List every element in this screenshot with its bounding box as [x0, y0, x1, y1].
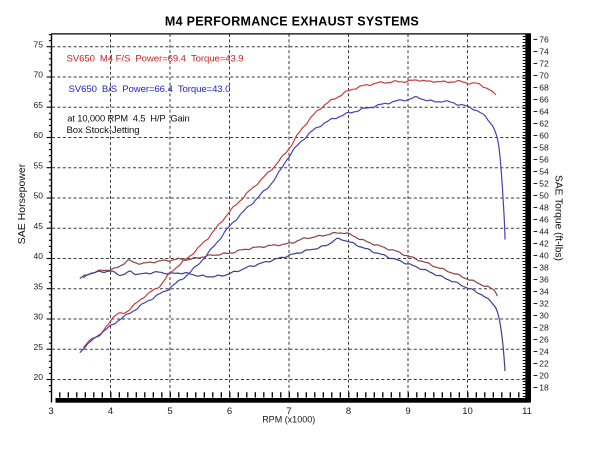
- svg-text:SV650 M4 F/S Power=69.4 Tor: SV650 M4 F/S Power=69.4 Torque=43.9: [67, 53, 244, 64]
- svg-text:3: 3: [48, 406, 53, 417]
- svg-text:28: 28: [539, 323, 549, 333]
- svg-text:at 10,000 RPM 4.5 H/P Gain: at 10,000 RPM 4.5 H/P Gain: [67, 112, 189, 123]
- svg-text:52: 52: [539, 179, 549, 189]
- svg-text:70: 70: [539, 71, 549, 81]
- svg-text:70: 70: [34, 70, 44, 80]
- svg-text:M4 PERFORMANCE EXHAUST SYSTEMS: M4 PERFORMANCE EXHAUST SYSTEMS: [165, 15, 419, 29]
- svg-text:50: 50: [539, 191, 549, 201]
- svg-text:22: 22: [539, 359, 549, 369]
- svg-text:RPM (x1000): RPM (x1000): [262, 415, 315, 425]
- svg-text:SV650 B/S Power=66.4 Torque: SV650 B/S Power=66.4 Torque=43.0: [69, 84, 231, 95]
- svg-text:46: 46: [539, 215, 549, 225]
- svg-text:48: 48: [539, 203, 549, 213]
- svg-text:SAE Horsepower: SAE Horsepower: [16, 163, 28, 244]
- svg-text:SAE Torque (ft-lbs): SAE Torque (ft-lbs): [553, 175, 564, 261]
- svg-text:72: 72: [539, 59, 549, 69]
- svg-text:35: 35: [34, 281, 44, 291]
- svg-text:74: 74: [539, 47, 549, 57]
- svg-text:68: 68: [539, 83, 549, 93]
- svg-text:25: 25: [34, 342, 44, 352]
- svg-text:76: 76: [539, 35, 549, 45]
- svg-text:44: 44: [539, 227, 549, 237]
- svg-text:65: 65: [34, 100, 44, 110]
- svg-text:10: 10: [462, 406, 473, 417]
- svg-text:40: 40: [539, 251, 549, 261]
- svg-text:40: 40: [34, 251, 44, 261]
- svg-text:30: 30: [34, 312, 44, 322]
- svg-text:Box Stock-Jetting: Box Stock-Jetting: [67, 125, 140, 136]
- svg-text:38: 38: [539, 263, 549, 273]
- svg-text:34: 34: [539, 287, 549, 297]
- svg-text:5: 5: [167, 406, 172, 417]
- svg-text:56: 56: [539, 155, 549, 165]
- svg-text:18: 18: [539, 383, 549, 393]
- svg-text:20: 20: [34, 372, 44, 382]
- svg-text:8: 8: [346, 406, 351, 417]
- svg-text:50: 50: [34, 191, 44, 201]
- svg-text:11: 11: [522, 406, 532, 417]
- svg-text:45: 45: [34, 221, 44, 231]
- svg-text:62: 62: [539, 119, 549, 129]
- svg-text:20: 20: [539, 371, 549, 381]
- svg-text:55: 55: [34, 160, 44, 170]
- svg-text:42: 42: [539, 239, 549, 249]
- svg-text:4: 4: [108, 406, 113, 417]
- svg-text:60: 60: [34, 130, 44, 140]
- svg-text:58: 58: [539, 143, 549, 153]
- svg-text:64: 64: [539, 107, 549, 117]
- svg-text:7: 7: [286, 406, 291, 417]
- svg-text:26: 26: [539, 335, 549, 345]
- svg-text:24: 24: [539, 347, 549, 357]
- svg-text:6: 6: [227, 406, 232, 417]
- svg-text:60: 60: [539, 131, 549, 141]
- svg-text:32: 32: [539, 299, 549, 309]
- svg-text:30: 30: [539, 311, 549, 321]
- svg-text:36: 36: [539, 275, 549, 285]
- svg-text:66: 66: [539, 95, 549, 105]
- svg-text:54: 54: [539, 167, 549, 177]
- svg-text:75: 75: [34, 39, 44, 49]
- svg-text:9: 9: [405, 406, 410, 417]
